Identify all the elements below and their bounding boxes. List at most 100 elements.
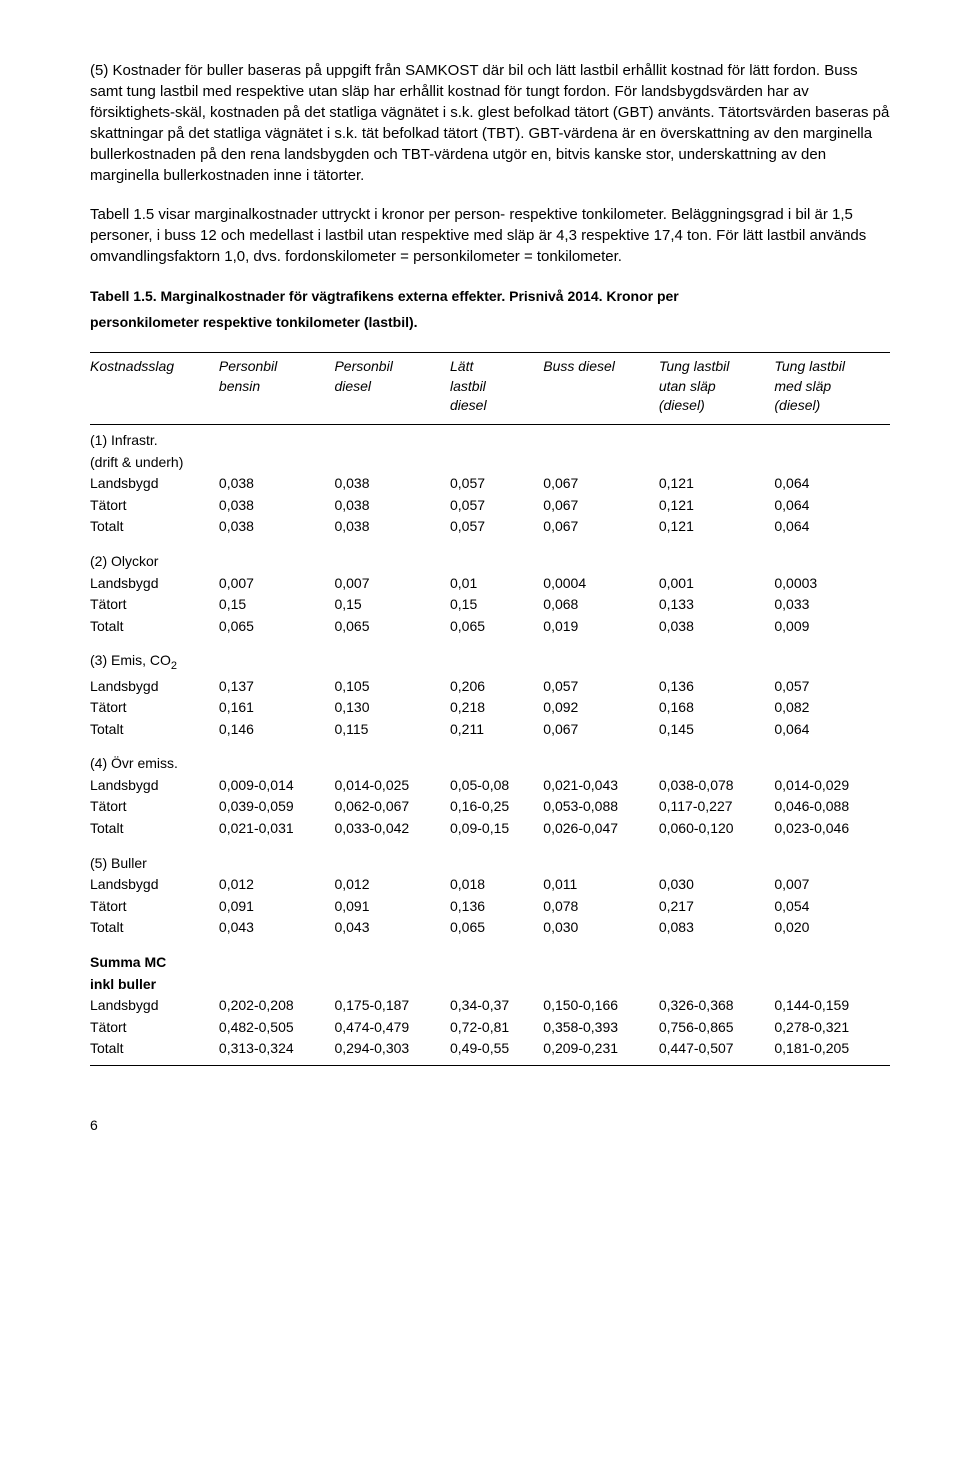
- table-cell: 0,313-0,324: [219, 1038, 335, 1065]
- table-cell: 0,145: [659, 719, 775, 741]
- table-cell: 0,137: [219, 676, 335, 698]
- table-cell: 0,72-0,81: [450, 1017, 543, 1039]
- table-cell: 0,209-0,231: [543, 1038, 659, 1065]
- paragraph-1: (5) Kostnader för buller baseras på uppg…: [90, 60, 890, 186]
- table-cell: 0,053-0,088: [543, 796, 659, 818]
- table-cell: 0,218: [450, 697, 543, 719]
- table-cell: 0,038: [334, 516, 450, 538]
- table-cell: 0,065: [219, 616, 335, 638]
- table-cell: Landsbygd: [90, 874, 219, 896]
- table-cell: 0,026-0,047: [543, 818, 659, 840]
- table-cell: 0,278-0,321: [774, 1017, 890, 1039]
- table-cell: 0,083: [659, 917, 775, 939]
- table-cell: 0,144-0,159: [774, 995, 890, 1017]
- table-cell: 0,020: [774, 917, 890, 939]
- table-cell: 0,057: [450, 495, 543, 517]
- table-cell: 0,064: [774, 516, 890, 538]
- table-cell: 0,067: [543, 719, 659, 741]
- table-cell: 0,168: [659, 697, 775, 719]
- table-cell: 0,16-0,25: [450, 796, 543, 818]
- table-cell: 0,15: [219, 594, 335, 616]
- table-cell: 0,038: [219, 495, 335, 517]
- table-cell: 0,038: [334, 473, 450, 495]
- table-cell: 0,018: [450, 874, 543, 896]
- table-cell: 0,064: [774, 473, 890, 495]
- table-cell: Tätort: [90, 796, 219, 818]
- section-sublabel: inkl buller: [90, 974, 890, 996]
- table-cell: 0,057: [450, 516, 543, 538]
- table-cell: 0,474-0,479: [334, 1017, 450, 1039]
- table-cell: 0,105: [334, 676, 450, 698]
- table-cell: Totalt: [90, 719, 219, 741]
- table-cell: 0,038: [219, 516, 335, 538]
- table-cell: 0,011: [543, 874, 659, 896]
- table-row: Totalt0,0430,0430,0650,0300,0830,020: [90, 917, 890, 939]
- table-cell: 0,030: [659, 874, 775, 896]
- table-cell: Tätort: [90, 495, 219, 517]
- table-row: Tätort0,039-0,0590,062-0,0670,16-0,250,0…: [90, 796, 890, 818]
- table-row: Landsbygd0,009-0,0140,014-0,0250,05-0,08…: [90, 775, 890, 797]
- table-cell: 0,057: [774, 676, 890, 698]
- table-cell: 0,121: [659, 516, 775, 538]
- table-cell: 0,0003: [774, 573, 890, 595]
- section-label-row: (3) Emis, CO2: [90, 637, 890, 675]
- table-cell: 0,326-0,368: [659, 995, 775, 1017]
- table-cell: Tätort: [90, 1017, 219, 1039]
- col-tung-utan-slap: Tung lastbilutan släp(diesel): [659, 353, 775, 425]
- table-cell: 0,082: [774, 697, 890, 719]
- table-cell: 0,039-0,059: [219, 796, 335, 818]
- table-cell: 0,756-0,865: [659, 1017, 775, 1039]
- table-cell: 0,065: [450, 917, 543, 939]
- table-cell: 0,294-0,303: [334, 1038, 450, 1065]
- table-cell: 0,065: [450, 616, 543, 638]
- table-cell: 0,202-0,208: [219, 995, 335, 1017]
- table-cell: 0,146: [219, 719, 335, 741]
- table-cell: 0,038: [219, 473, 335, 495]
- table-cell: 0,057: [543, 676, 659, 698]
- table-row: Landsbygd0,0070,0070,010,00040,0010,0003: [90, 573, 890, 595]
- col-buss-diesel: Buss diesel: [543, 353, 659, 425]
- table-row: Tätort0,482-0,5050,474-0,4790,72-0,810,3…: [90, 1017, 890, 1039]
- table-header-row: Kostnadsslag Personbilbensin Personbildi…: [90, 353, 890, 425]
- section-label: Summa MC: [90, 939, 890, 974]
- table-cell: Tätort: [90, 896, 219, 918]
- table-cell: 0,161: [219, 697, 335, 719]
- section-label: (2) Olyckor: [90, 538, 890, 573]
- table-cell: 0,030: [543, 917, 659, 939]
- table-cell: 0,091: [219, 896, 335, 918]
- table-cell: 0,01: [450, 573, 543, 595]
- table-cell: 0,064: [774, 719, 890, 741]
- table-cell: 0,206: [450, 676, 543, 698]
- table-cell: 0,012: [219, 874, 335, 896]
- table-cell: 0,062-0,067: [334, 796, 450, 818]
- table-cell: 0,121: [659, 495, 775, 517]
- table-row: Totalt0,0380,0380,0570,0670,1210,064: [90, 516, 890, 538]
- table-cell: 0,019: [543, 616, 659, 638]
- table-cell: 0,014-0,025: [334, 775, 450, 797]
- table-cell: 0,0004: [543, 573, 659, 595]
- table-cell: 0,060-0,120: [659, 818, 775, 840]
- table-row: Totalt0,313-0,3240,294-0,3030,49-0,550,2…: [90, 1038, 890, 1065]
- table-cell: 0,038-0,078: [659, 775, 775, 797]
- table-cell: 0,033-0,042: [334, 818, 450, 840]
- section-label: (4) Övr emiss.: [90, 740, 890, 775]
- table-row: Tätort0,150,150,150,0680,1330,033: [90, 594, 890, 616]
- table-cell: 0,091: [334, 896, 450, 918]
- page-number: 6: [90, 1116, 890, 1136]
- section-label: (3) Emis, CO2: [90, 637, 890, 675]
- table-cell: 0,007: [334, 573, 450, 595]
- table-cell: 0,175-0,187: [334, 995, 450, 1017]
- table-cell: 0,023-0,046: [774, 818, 890, 840]
- col-kostnadsslag: Kostnadsslag: [90, 353, 219, 425]
- table-cell: 0,067: [543, 473, 659, 495]
- cost-table: Kostnadsslag Personbilbensin Personbildi…: [90, 352, 890, 1066]
- table-cell: Tätort: [90, 697, 219, 719]
- table-row: Totalt0,021-0,0310,033-0,0420,09-0,150,0…: [90, 818, 890, 840]
- table-cell: 0,15: [450, 594, 543, 616]
- table-cell: 0,007: [774, 874, 890, 896]
- table-row: Totalt0,1460,1150,2110,0670,1450,064: [90, 719, 890, 741]
- table-cell: 0,054: [774, 896, 890, 918]
- table-cell: 0,121: [659, 473, 775, 495]
- section-label: (5) Buller: [90, 840, 890, 875]
- table-cell: 0,115: [334, 719, 450, 741]
